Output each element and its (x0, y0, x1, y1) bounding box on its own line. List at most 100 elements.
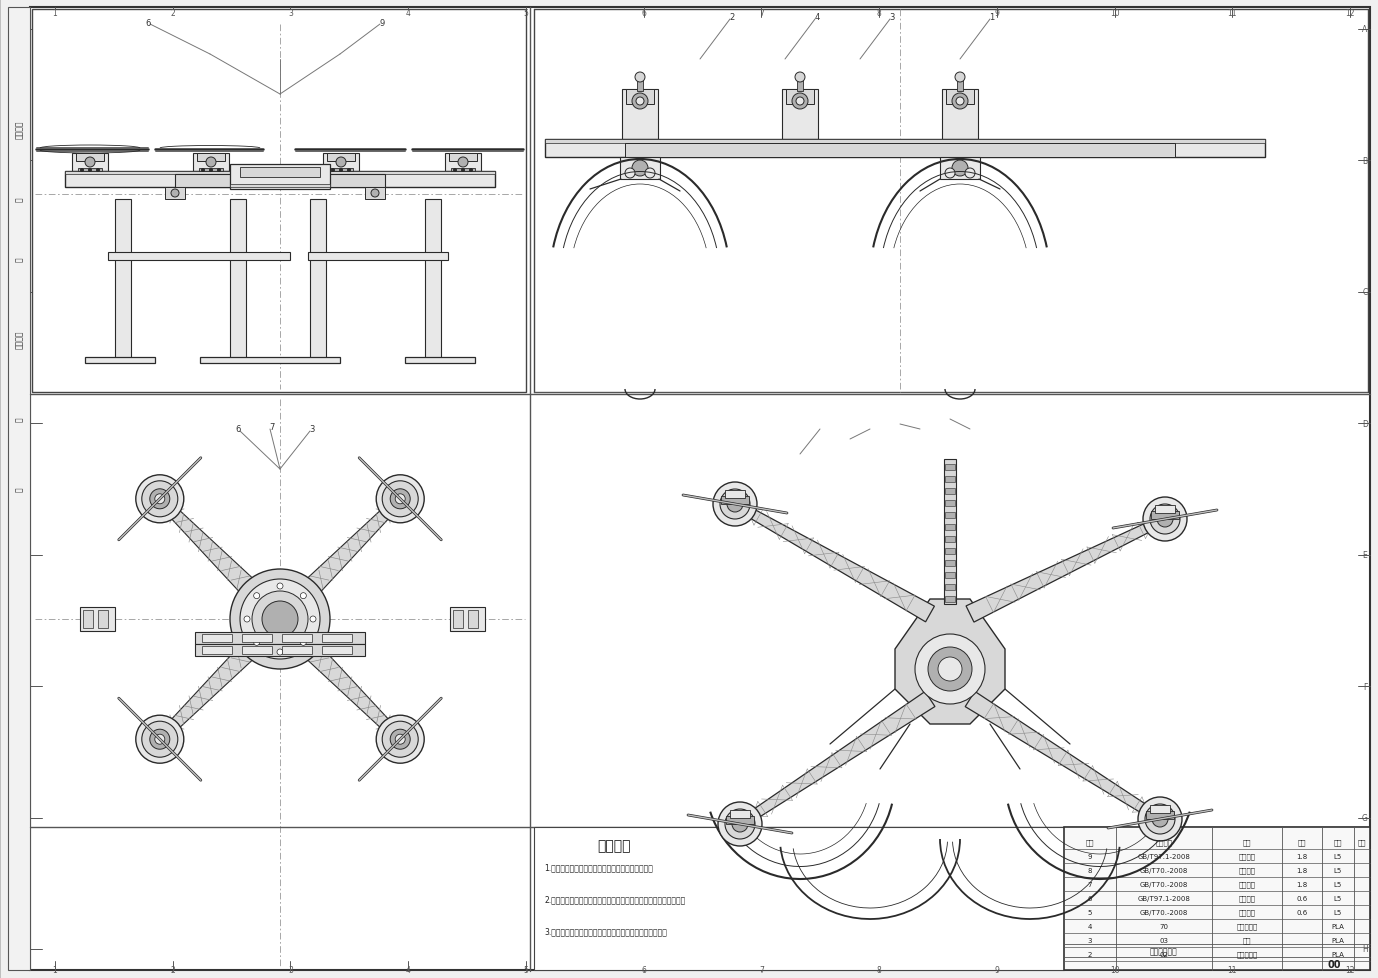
Text: 3: 3 (1087, 937, 1093, 943)
Circle shape (453, 169, 456, 172)
Circle shape (470, 169, 473, 172)
Text: 7: 7 (1087, 881, 1093, 887)
Bar (449, 154, 477, 161)
Bar (945, 476, 955, 482)
Bar (626, 90, 655, 105)
Bar (945, 501, 955, 507)
Circle shape (85, 157, 95, 168)
Text: 11: 11 (1228, 965, 1237, 974)
Circle shape (371, 190, 379, 198)
Bar (945, 560, 955, 566)
Circle shape (1158, 511, 1173, 527)
Bar (85, 358, 154, 364)
Text: GB/T70.-2008: GB/T70.-2008 (1140, 910, 1188, 915)
Circle shape (938, 657, 962, 682)
Circle shape (965, 169, 976, 179)
Text: 6: 6 (1087, 895, 1093, 901)
Text: 图: 图 (15, 198, 23, 202)
Text: 底图总号: 底图总号 (15, 331, 23, 349)
Bar (240, 168, 320, 178)
Bar (282, 646, 311, 654)
Bar (203, 646, 232, 654)
Polygon shape (298, 496, 404, 601)
Bar (945, 512, 955, 518)
Bar (945, 537, 955, 543)
Bar (327, 154, 356, 161)
Text: 9: 9 (995, 10, 999, 19)
Polygon shape (733, 501, 934, 622)
Text: GB/T70.-2008: GB/T70.-2008 (1140, 867, 1188, 873)
Bar (445, 154, 481, 172)
Bar (282, 635, 311, 643)
Text: 机体上面板: 机体上面板 (1236, 923, 1258, 929)
Text: 0.6: 0.6 (1297, 910, 1308, 915)
Text: GB/T97.1-2008: GB/T97.1-2008 (1138, 853, 1191, 859)
Circle shape (277, 584, 282, 590)
Bar (781, 90, 819, 140)
Circle shape (635, 73, 645, 83)
Polygon shape (894, 600, 1005, 725)
Text: 9: 9 (379, 19, 384, 27)
Bar (1146, 811, 1174, 820)
Bar (725, 491, 745, 499)
Circle shape (205, 157, 216, 168)
Text: 8: 8 (1087, 867, 1093, 873)
Bar (1064, 827, 1370, 970)
Bar (730, 810, 750, 819)
Bar (785, 90, 814, 105)
Text: 描: 描 (15, 257, 23, 262)
Bar (796, 80, 803, 92)
Text: GB/T97.1-2008: GB/T97.1-2008 (1138, 895, 1191, 901)
Bar (83, 610, 92, 628)
Text: 2: 2 (1087, 951, 1093, 957)
Bar (193, 154, 229, 172)
Bar (79, 169, 102, 172)
Text: L5: L5 (1334, 895, 1342, 901)
Circle shape (150, 730, 169, 749)
Bar (535, 827, 1064, 970)
Circle shape (277, 649, 282, 655)
Circle shape (728, 497, 743, 512)
Text: 机臂: 机臂 (1243, 937, 1251, 944)
Bar (451, 169, 475, 172)
Text: 9: 9 (995, 965, 999, 974)
Text: 字: 字 (15, 418, 23, 422)
Circle shape (376, 716, 424, 764)
Bar (310, 200, 327, 360)
Circle shape (395, 494, 405, 505)
Bar (943, 90, 978, 140)
Text: C: C (1363, 289, 1367, 297)
Bar (721, 497, 750, 505)
Circle shape (390, 489, 411, 510)
Circle shape (382, 722, 418, 757)
Bar (726, 817, 754, 824)
Bar (322, 635, 351, 643)
Bar (940, 157, 980, 180)
Circle shape (230, 569, 329, 669)
Text: 02: 02 (1159, 951, 1169, 957)
Text: 6: 6 (641, 965, 646, 974)
Text: 10: 10 (1109, 10, 1119, 19)
Bar (469, 610, 478, 628)
Bar (72, 154, 107, 172)
Bar (620, 157, 660, 180)
Text: 11: 11 (1228, 10, 1237, 19)
Circle shape (792, 94, 808, 110)
Text: 6: 6 (641, 10, 646, 19)
Bar (243, 646, 271, 654)
Circle shape (88, 169, 91, 172)
Bar (165, 188, 185, 200)
Text: 技术要求: 技术要求 (597, 838, 631, 852)
Text: H: H (1361, 945, 1368, 954)
Bar (8, 8, 30, 970)
Text: 1: 1 (989, 14, 995, 22)
Text: 组件登记: 组件登记 (15, 120, 23, 139)
Text: 8: 8 (876, 10, 882, 19)
Bar (1151, 805, 1170, 813)
Circle shape (725, 809, 755, 839)
Circle shape (395, 734, 405, 744)
Text: 2.各结构件的主要部分均需是过盈配合尺寸及相关精度须符合要求。: 2.各结构件的主要部分均需是过盈配合尺寸及相关精度须符合要求。 (544, 895, 685, 904)
Circle shape (382, 481, 418, 517)
Text: 数量: 数量 (1298, 839, 1306, 845)
Text: 5: 5 (524, 965, 528, 974)
